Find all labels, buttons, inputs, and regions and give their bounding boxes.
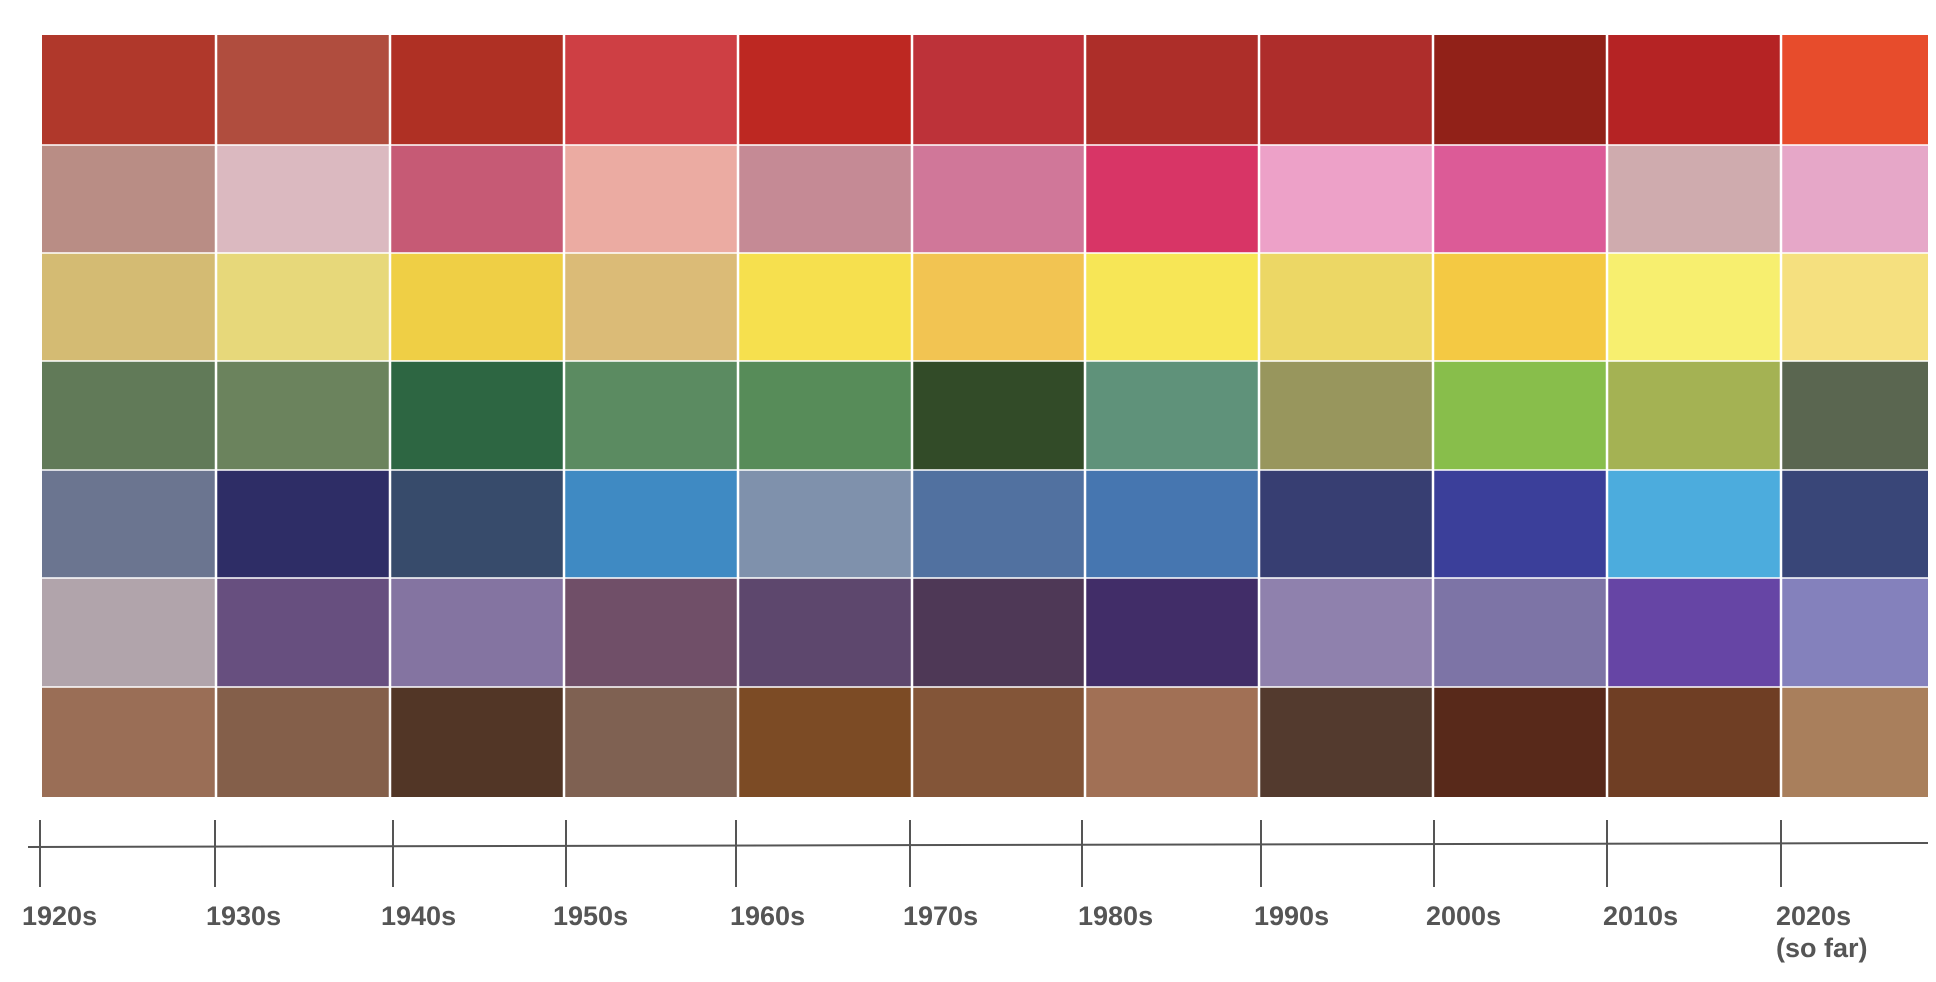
swatch-cell-1930s-row-3 [216, 253, 390, 361]
swatch-cell-1980s-row-6 [1085, 578, 1259, 687]
swatch-cell-1930s-row-7 [216, 687, 390, 797]
swatch-cell-1970s-row-3 [912, 253, 1085, 361]
swatch-cell-1920s-row-4 [42, 361, 216, 470]
swatch-cell-1940s-row-6 [390, 578, 564, 687]
swatch-cell-2010s-row-2 [1607, 145, 1781, 253]
swatch-cell-2000s-row-2 [1433, 145, 1607, 253]
swatch-cell-2000s-row-3 [1433, 253, 1607, 361]
swatch-cell-2010s-row-7 [1607, 687, 1781, 797]
decade-label-1930s: 1930s [206, 901, 281, 931]
swatch-cell-1940s-row-2 [390, 145, 564, 253]
decade-label-1970s: 1970s [903, 901, 978, 931]
decade-label-1940s: 1940s [381, 901, 456, 931]
decade-label-1980s: 1980s [1078, 901, 1153, 931]
swatch-cell-2020s-row-4 [1781, 361, 1928, 470]
swatch-cell-1990s-row-7 [1259, 687, 1433, 797]
swatch-cell-1990s-row-1 [1259, 35, 1433, 145]
swatch-cell-1930s-row-6 [216, 578, 390, 687]
swatch-cell-2010s-row-5 [1607, 470, 1781, 578]
swatch-cell-1970s-row-2 [912, 145, 1085, 253]
swatch-cell-1950s-row-5 [564, 470, 738, 578]
swatch-cell-1920s-row-1 [42, 35, 216, 145]
swatch-cell-1960s-row-2 [738, 145, 912, 253]
swatch-cell-1940s-row-3 [390, 253, 564, 361]
swatch-cell-2010s-row-6 [1607, 578, 1781, 687]
decade-label-1950s: 1950s [553, 901, 628, 931]
swatch-cell-1940s-row-7 [390, 687, 564, 797]
swatch-cell-1960s-row-6 [738, 578, 912, 687]
swatch-cell-1990s-row-5 [1259, 470, 1433, 578]
decade-label-1960s: 1960s [730, 901, 805, 931]
swatch-cell-2000s-row-6 [1433, 578, 1607, 687]
swatch-cell-1930s-row-1 [216, 35, 390, 145]
swatch-cell-1960s-row-7 [738, 687, 912, 797]
swatch-cell-1990s-row-4 [1259, 361, 1433, 470]
swatch-cell-2000s-row-5 [1433, 470, 1607, 578]
swatch-cell-2010s-row-3 [1607, 253, 1781, 361]
swatch-cell-1920s-row-2 [42, 145, 216, 253]
swatch-cell-1950s-row-7 [564, 687, 738, 797]
swatch-cell-2010s-row-1 [1607, 35, 1781, 145]
swatch-cell-2010s-row-4 [1607, 361, 1781, 470]
decade-label-1920s: 1920s [22, 901, 97, 931]
swatch-cell-2000s-row-1 [1433, 35, 1607, 145]
swatch-cell-1920s-row-6 [42, 578, 216, 687]
swatch-cell-1990s-row-3 [1259, 253, 1433, 361]
swatch-cell-2020s-row-3 [1781, 253, 1928, 361]
swatch-cell-1930s-row-4 [216, 361, 390, 470]
swatch-cell-1980s-row-3 [1085, 253, 1259, 361]
swatch-cell-1920s-row-5 [42, 470, 216, 578]
swatch-cell-1920s-row-3 [42, 253, 216, 361]
swatch-cell-2020s-row-7 [1781, 687, 1928, 797]
swatch-cell-1970s-row-4 [912, 361, 1085, 470]
swatch-cell-1940s-row-4 [390, 361, 564, 470]
swatch-cell-1990s-row-6 [1259, 578, 1433, 687]
swatch-cell-1940s-row-5 [390, 470, 564, 578]
swatch-cell-2020s-row-6 [1781, 578, 1928, 687]
swatch-cell-1970s-row-6 [912, 578, 1085, 687]
swatch-cell-1970s-row-5 [912, 470, 1085, 578]
swatch-cell-1980s-row-2 [1085, 145, 1259, 253]
swatch-cell-1960s-row-3 [738, 253, 912, 361]
swatch-cell-2000s-row-4 [1433, 361, 1607, 470]
decade-sublabel-2020s: (so far) [1776, 933, 1868, 963]
swatch-cell-2020s-row-1 [1781, 35, 1928, 145]
swatch-cell-2020s-row-2 [1781, 145, 1928, 253]
swatch-cell-1950s-row-1 [564, 35, 738, 145]
swatch-cell-1950s-row-4 [564, 361, 738, 470]
swatch-cell-1950s-row-3 [564, 253, 738, 361]
swatch-cell-1950s-row-2 [564, 145, 738, 253]
swatch-cell-1920s-row-7 [42, 687, 216, 797]
swatch-cell-1970s-row-1 [912, 35, 1085, 145]
timeline-axis [27, 842, 1929, 848]
decade-label-2020s: 2020s [1776, 901, 1851, 931]
swatch-cell-1980s-row-1 [1085, 35, 1259, 145]
swatch-cell-1960s-row-4 [738, 361, 912, 470]
swatch-cell-1940s-row-1 [390, 35, 564, 145]
swatch-cell-1980s-row-4 [1085, 361, 1259, 470]
swatch-cell-2000s-row-7 [1433, 687, 1607, 797]
swatch-cell-1980s-row-7 [1085, 687, 1259, 797]
swatch-cell-1990s-row-2 [1259, 145, 1433, 253]
swatch-cell-1930s-row-5 [216, 470, 390, 578]
swatch-cell-1970s-row-7 [912, 687, 1085, 797]
swatch-cell-1930s-row-2 [216, 145, 390, 253]
swatch-cell-2020s-row-5 [1781, 470, 1928, 578]
swatch-cell-1960s-row-5 [738, 470, 912, 578]
swatch-cell-1980s-row-5 [1085, 470, 1259, 578]
decade-label-2010s: 2010s [1603, 901, 1678, 931]
decade-label-2000s: 2000s [1426, 901, 1501, 931]
swatch-cell-1960s-row-1 [738, 35, 912, 145]
decade-label-1990s: 1990s [1254, 901, 1329, 931]
swatch-cell-1950s-row-6 [564, 578, 738, 687]
